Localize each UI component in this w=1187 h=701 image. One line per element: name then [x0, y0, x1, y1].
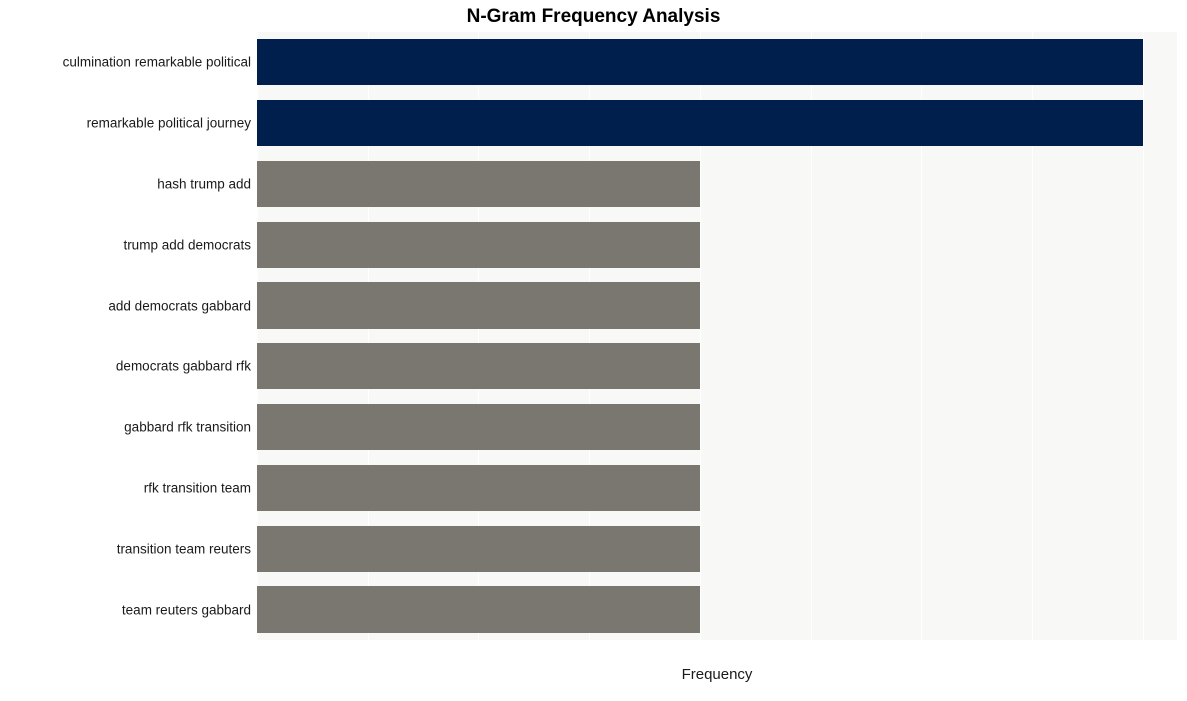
plot-area: 0.000.250.500.751.001.251.501.752.00	[257, 32, 1177, 640]
y-tick-label: remarkable political journey	[87, 116, 251, 131]
y-tick-label: gabbard rfk transition	[124, 420, 251, 435]
bar	[257, 586, 700, 632]
bar	[257, 343, 700, 389]
ngram-chart: N-Gram Frequency Analysis culmination re…	[0, 0, 1187, 701]
y-axis-labels: culmination remarkable political remarkab…	[10, 32, 257, 640]
y-tick-label: democrats gabbard rfk	[116, 359, 251, 374]
bar	[257, 39, 1143, 85]
y-tick-label: trump add democrats	[123, 237, 251, 252]
bar	[257, 222, 700, 268]
y-tick-label: transition team reuters	[117, 541, 251, 556]
y-tick-label: rfk transition team	[144, 481, 251, 496]
bar	[257, 465, 700, 511]
y-tick-label: add democrats gabbard	[108, 298, 251, 313]
bar	[257, 100, 1143, 146]
bar	[257, 404, 700, 450]
y-tick-label: culmination remarkable political	[63, 55, 251, 70]
bar	[257, 282, 700, 328]
bar	[257, 161, 700, 207]
plot-frame: culmination remarkable political remarkab…	[10, 32, 1177, 640]
x-axis-title: Frequency	[257, 666, 1177, 683]
chart-title: N-Gram Frequency Analysis	[10, 6, 1177, 28]
bars-layer	[257, 32, 1177, 640]
y-tick-label: team reuters gabbard	[122, 602, 251, 617]
y-tick-label: hash trump add	[157, 177, 251, 192]
bar	[257, 526, 700, 572]
